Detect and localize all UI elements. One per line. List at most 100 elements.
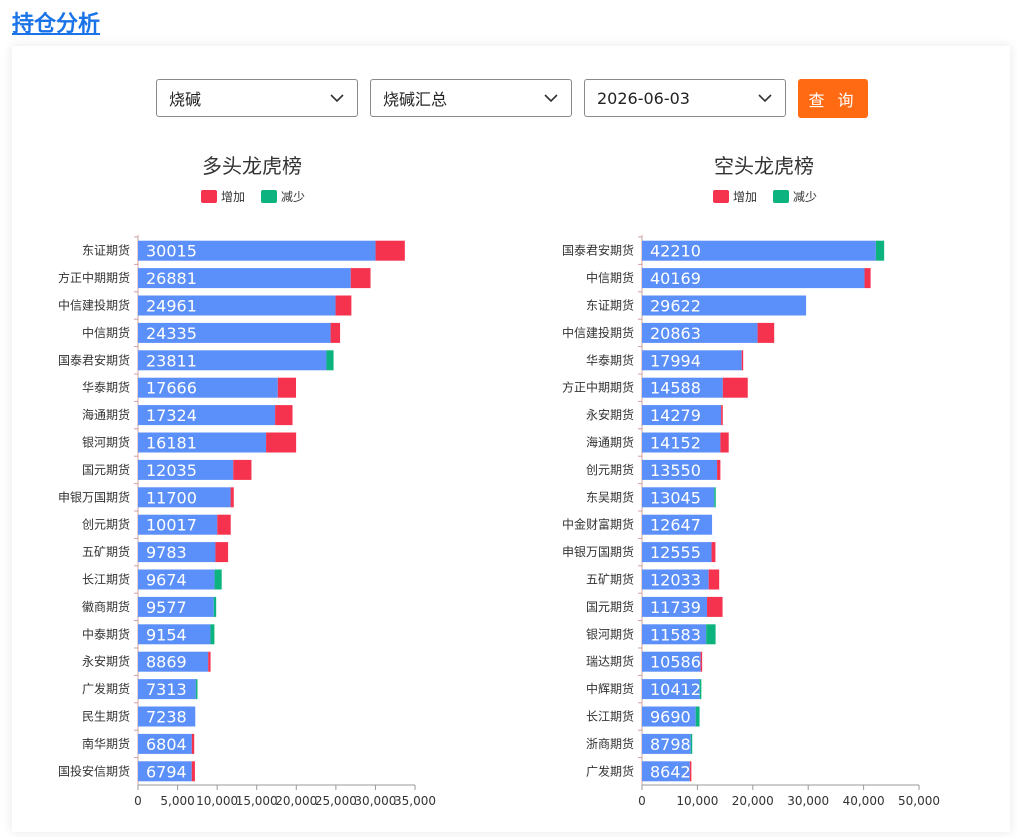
- bar-holding: [138, 295, 336, 316]
- bar-holding: [642, 487, 715, 508]
- bar-increase: [215, 542, 229, 563]
- category-label: 银河期货: [82, 435, 130, 450]
- category-label: 中泰期货: [82, 626, 130, 641]
- category-label: 申银万国期货: [58, 489, 130, 504]
- bar-increase: [233, 459, 252, 480]
- category-label: 中信建投期货: [58, 298, 130, 313]
- chart-title: 空头龙虎榜: [714, 154, 814, 178]
- bar-increase: [191, 761, 195, 782]
- legend-swatch-increase: [201, 190, 217, 203]
- bar-holding: [138, 350, 327, 371]
- legend-swatch-increase: [713, 190, 729, 203]
- product-select[interactable]: 烧碱: [156, 79, 358, 117]
- bar-holding: [138, 459, 234, 480]
- bar-value-label: 26881: [146, 269, 197, 288]
- bar-holding: [138, 432, 267, 453]
- bar-value-label: 7313: [146, 680, 187, 699]
- category-label: 中金财富期货: [562, 517, 634, 532]
- product-select-value: 烧碱: [169, 90, 202, 109]
- bar-holding: [138, 487, 231, 508]
- bar-holding: [642, 322, 758, 343]
- bar-value-label: 24335: [146, 324, 197, 343]
- bar-holding: [138, 679, 196, 700]
- category-label: 方正中期期货: [562, 380, 634, 395]
- category-label: 华泰期货: [586, 352, 634, 367]
- bar-holding: [642, 405, 722, 426]
- bar-increase: [375, 240, 405, 261]
- bar-value-label: 6794: [146, 762, 187, 781]
- date-select[interactable]: 2026-06-03: [584, 79, 786, 117]
- bar-decrease: [699, 679, 702, 700]
- bar-increase: [230, 487, 234, 508]
- bar-increase: [717, 459, 721, 480]
- legend-label-increase: 增加: [733, 190, 757, 204]
- bar-value-label: 8642: [650, 762, 691, 781]
- bar-holding: [642, 761, 690, 782]
- bar-value-label: 8869: [146, 653, 187, 672]
- bar-value-label: 20863: [650, 324, 701, 343]
- date-select-value: 2026-06-03: [597, 88, 690, 108]
- bar-holding: [642, 350, 742, 371]
- bar-increase: [330, 322, 341, 343]
- bar-holding: [642, 624, 707, 645]
- bar-holding: [642, 706, 696, 727]
- chevron-down-icon: [544, 94, 558, 103]
- x-tick-label: 50,000: [898, 794, 940, 808]
- x-tick-label: 0: [638, 794, 646, 808]
- chevron-down-icon: [758, 94, 772, 103]
- bar-holding: [138, 651, 209, 672]
- category-label: 海通期货: [82, 407, 130, 422]
- category-label: 创元期货: [586, 462, 634, 477]
- page-title[interactable]: 持仓分析: [12, 12, 101, 37]
- bar-increase: [217, 514, 231, 535]
- bar-value-label: 14152: [650, 434, 701, 453]
- contract-select[interactable]: 烧碱汇总: [370, 79, 572, 117]
- bar-value-label: 9674: [146, 571, 187, 590]
- category-label: 海通期货: [586, 435, 634, 450]
- bar-value-label: 30015: [146, 242, 197, 261]
- bar-holding: [138, 322, 331, 343]
- bar-increase: [350, 268, 371, 289]
- bar-value-label: 11739: [650, 598, 701, 617]
- bar-value-label: 11700: [146, 488, 197, 507]
- bar-value-label: 9577: [146, 598, 187, 617]
- bar-holding: [138, 624, 211, 645]
- bar-value-label: 17666: [146, 379, 197, 398]
- bar-increase: [707, 596, 723, 617]
- bar-holding: [642, 542, 712, 563]
- bar-increase: [277, 377, 297, 398]
- bar-increase: [335, 295, 352, 316]
- chart-title: 多头龙虎榜: [202, 154, 302, 178]
- category-label: 永安期货: [82, 654, 130, 669]
- x-tick-label: 15,000: [236, 794, 278, 808]
- category-label: 华泰期货: [82, 380, 130, 395]
- x-tick-label: 30,000: [354, 794, 396, 808]
- category-label: 国泰君安期货: [562, 243, 634, 258]
- bar-decrease: [714, 487, 716, 508]
- bar-holding: [642, 240, 876, 261]
- category-label: 东吴期货: [586, 489, 634, 504]
- bar-holding: [138, 268, 351, 289]
- legend-label-increase: 增加: [221, 190, 245, 204]
- bar-value-label: 8798: [650, 735, 691, 754]
- bar-holding: [138, 733, 192, 754]
- bar-value-label: 12035: [146, 461, 197, 480]
- bar-increase: [208, 651, 211, 672]
- x-tick-label: 30,000: [787, 794, 829, 808]
- bar-decrease: [706, 624, 716, 645]
- x-tick-label: 25,000: [315, 794, 357, 808]
- category-label: 东证期货: [586, 298, 634, 313]
- bar-value-label: 6804: [146, 735, 187, 754]
- bar-decrease: [695, 706, 700, 727]
- category-label: 民生期货: [82, 709, 130, 724]
- bar-holding: [642, 569, 709, 590]
- bar-holding: [642, 596, 708, 617]
- bar-value-label: 12033: [650, 571, 701, 590]
- bar-increase: [191, 733, 195, 754]
- query-button[interactable]: 查 询: [798, 79, 868, 118]
- bar-increase: [266, 432, 297, 453]
- category-label: 创元期货: [82, 517, 130, 532]
- bar-value-label: 10586: [650, 653, 701, 672]
- bar-value-label: 13550: [650, 461, 701, 480]
